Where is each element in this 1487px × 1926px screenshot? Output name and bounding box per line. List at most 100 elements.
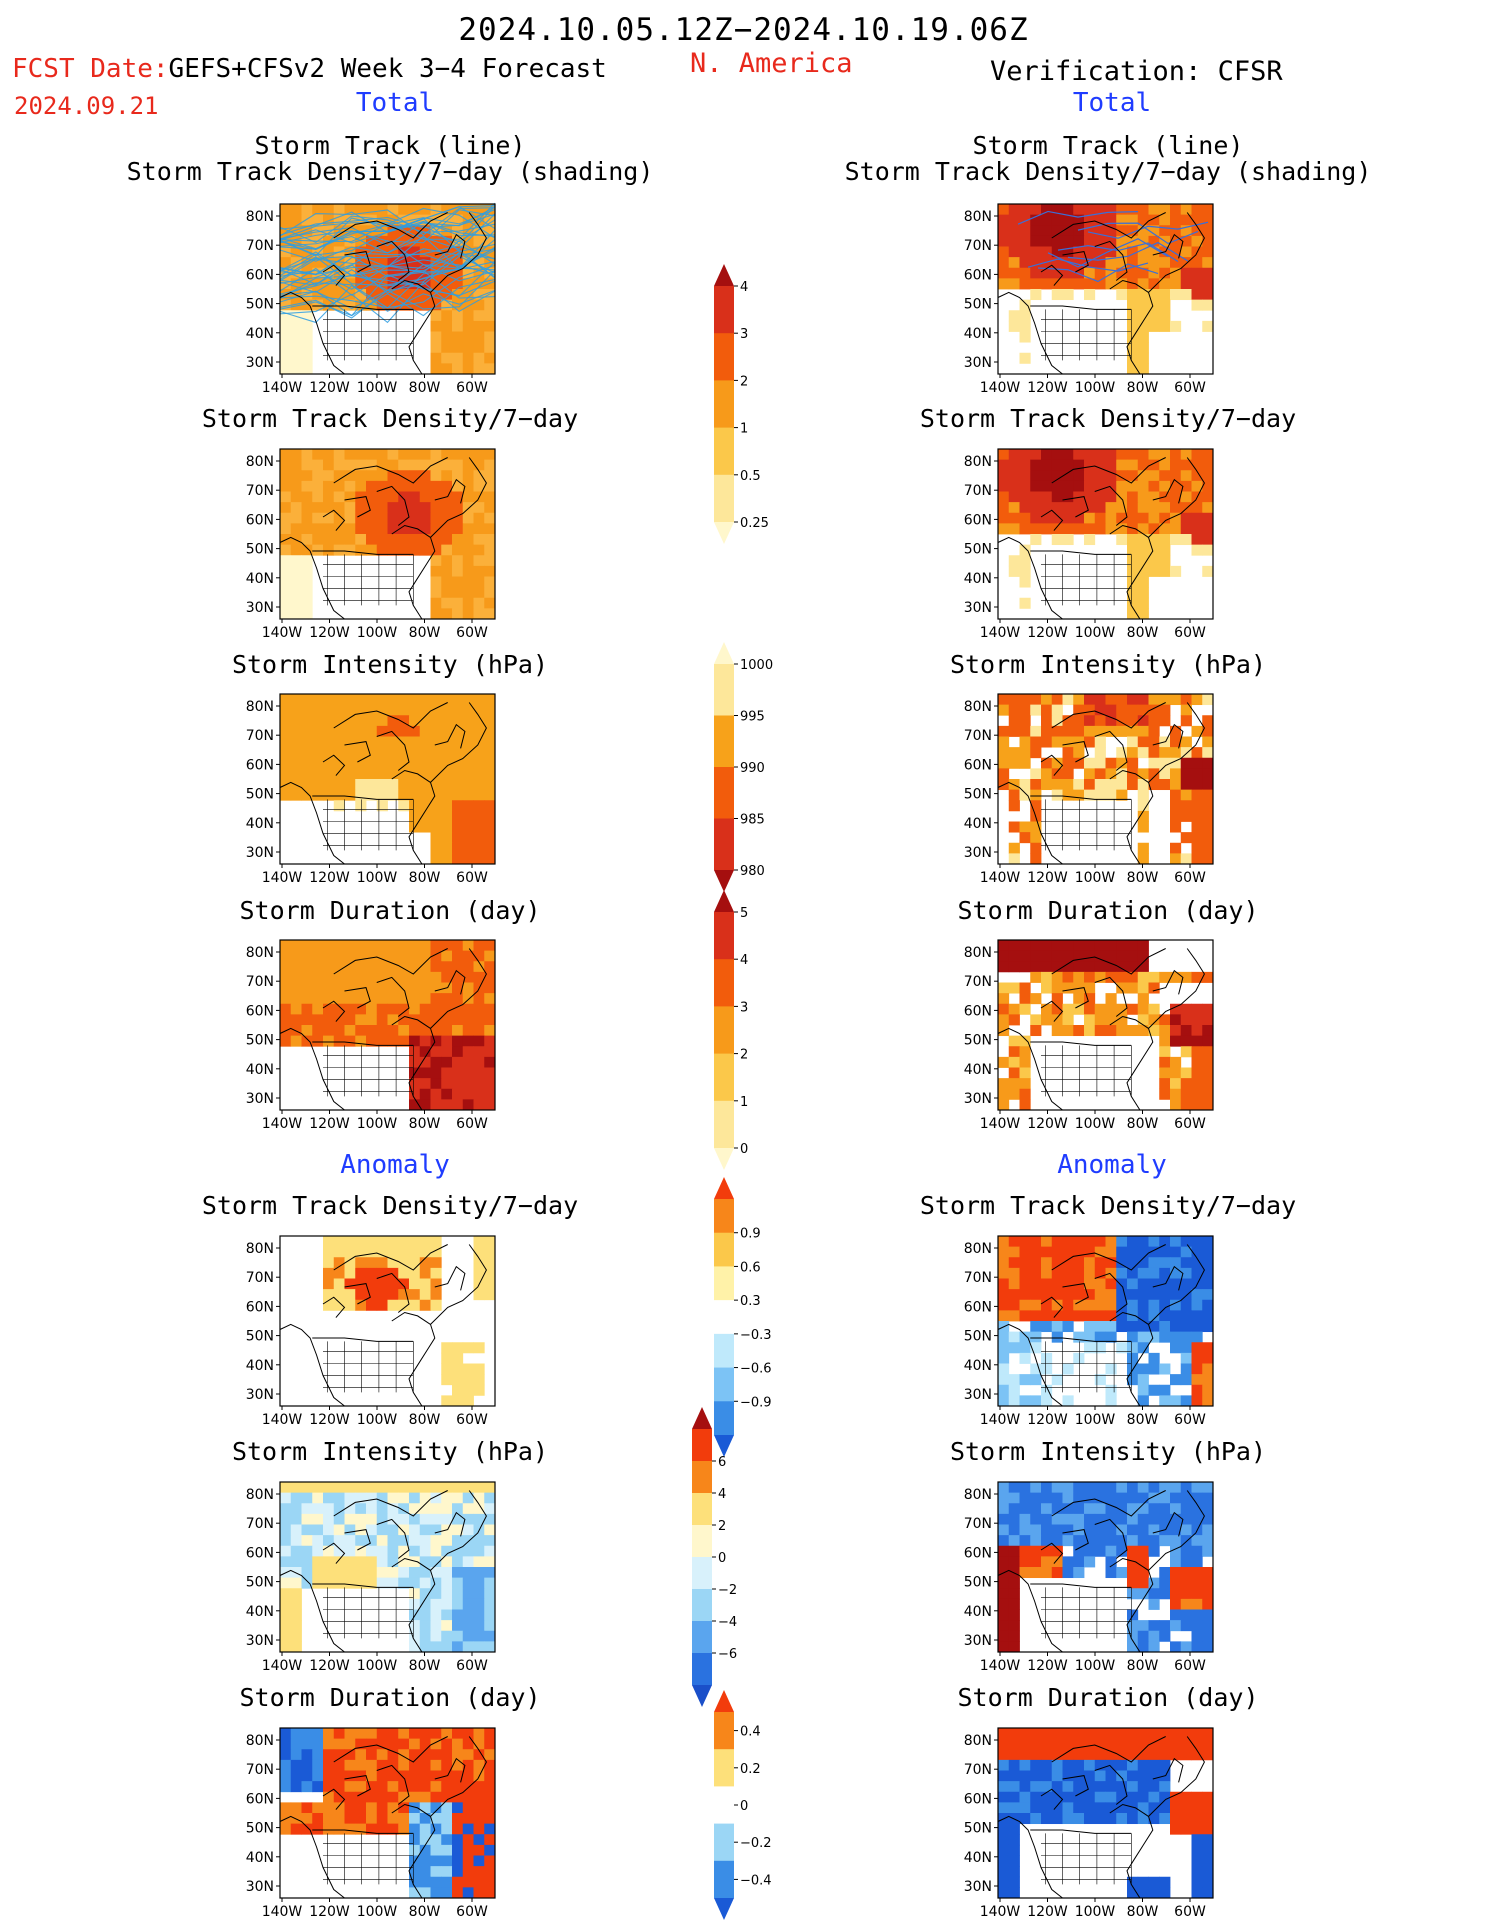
colorbar-label: 990 bbox=[740, 761, 765, 776]
title-density-left: Storm Track Density/7−day bbox=[201, 404, 579, 433]
lon-label: 100W bbox=[357, 380, 398, 396]
lon-label: 120W bbox=[309, 1904, 350, 1920]
lat-label: 40N bbox=[964, 1850, 992, 1866]
lat-label: 80N bbox=[964, 1241, 992, 1257]
lon-label: 120W bbox=[1027, 625, 1068, 641]
colorbar-label: 1000 bbox=[740, 658, 773, 673]
title-intensity-left: Storm Intensity (hPa) bbox=[231, 650, 549, 679]
colorbar-label: −0.3 bbox=[740, 1328, 772, 1343]
lat-label: 40N bbox=[246, 816, 274, 832]
lat-label: 50N bbox=[964, 1033, 992, 1049]
lat-label: 50N bbox=[246, 542, 274, 558]
colorbar-label: −0.9 bbox=[740, 1395, 772, 1410]
section-anomaly-right: Anomaly bbox=[1057, 1150, 1167, 1180]
lon-label: 140W bbox=[980, 1658, 1021, 1674]
lat-label: 60N bbox=[964, 267, 992, 283]
lon-label: 100W bbox=[1075, 1904, 1116, 1920]
lat-label: 80N bbox=[964, 1733, 992, 1749]
fcst-model: GEFS+CFSv2 Week 3−4 Forecast bbox=[168, 54, 607, 84]
colorbar-label: 0.25 bbox=[740, 516, 769, 531]
lat-label: 50N bbox=[964, 297, 992, 313]
lat-label: 40N bbox=[964, 816, 992, 832]
map-intensity-anom-verification: 80N 70N 60N 50N 40N 30N 140W 120W 100W 80W 60W bbox=[953, 1474, 1218, 1674]
lon-label: 80W bbox=[409, 1658, 441, 1674]
lon-label: 60W bbox=[456, 380, 488, 396]
title-duration-anom-right: Storm Duration (day) bbox=[957, 1683, 1259, 1712]
lat-label: 70N bbox=[964, 974, 992, 990]
title-duration-left: Storm Duration (day) bbox=[239, 896, 541, 925]
lon-label: 80W bbox=[1127, 1412, 1159, 1428]
colorbar-label: −6 bbox=[718, 1647, 737, 1662]
lon-label: 140W bbox=[262, 1412, 303, 1428]
lon-label: 60W bbox=[456, 870, 488, 886]
lat-label: 70N bbox=[246, 974, 274, 990]
lon-label: 120W bbox=[309, 870, 350, 886]
lat-label: 70N bbox=[246, 483, 274, 499]
lat-label: 70N bbox=[246, 728, 274, 744]
lon-label: 60W bbox=[1174, 1116, 1206, 1132]
lat-label: 80N bbox=[964, 454, 992, 470]
lon-label: 80W bbox=[1127, 870, 1159, 886]
lat-label: 80N bbox=[246, 454, 274, 470]
fcst-label: FCST Date: bbox=[12, 54, 169, 84]
title-intensity-anom-right: Storm Intensity (hPa) bbox=[949, 1437, 1267, 1466]
lat-label: 70N bbox=[964, 1270, 992, 1286]
title-intensity-right: Storm Intensity (hPa) bbox=[949, 650, 1267, 679]
lat-label: 80N bbox=[246, 699, 274, 715]
lon-label: 60W bbox=[1174, 625, 1206, 641]
lon-label: 140W bbox=[980, 625, 1021, 641]
colorbar-label: 0.2 bbox=[740, 1762, 761, 1777]
lat-label: 50N bbox=[246, 1575, 274, 1591]
lon-label: 60W bbox=[456, 1116, 488, 1132]
title-density-anom-left: Storm Track Density/7−day bbox=[201, 1191, 579, 1220]
lon-label: 140W bbox=[262, 380, 303, 396]
map-track-forecast: 80N 70N 60N 50N 40N 30N 140W 120W 100W 80W 60W bbox=[235, 196, 500, 396]
lon-label: 60W bbox=[1174, 380, 1206, 396]
colorbar-label: 3 bbox=[740, 1000, 748, 1015]
lat-label: 80N bbox=[246, 1487, 274, 1503]
title-density-anom-right: Storm Track Density/7−day bbox=[919, 1191, 1297, 1220]
lon-label: 100W bbox=[1075, 380, 1116, 396]
lon-label: 120W bbox=[309, 625, 350, 641]
lat-label: 30N bbox=[964, 600, 992, 616]
lat-label: 50N bbox=[964, 542, 992, 558]
lon-label: 140W bbox=[980, 1904, 1021, 1920]
lat-label: 60N bbox=[964, 1003, 992, 1019]
lat-label: 70N bbox=[964, 238, 992, 254]
lon-label: 100W bbox=[1075, 870, 1116, 886]
lon-label: 80W bbox=[409, 870, 441, 886]
colorbar-label: 0 bbox=[740, 1142, 748, 1157]
lon-label: 140W bbox=[980, 1412, 1021, 1428]
lat-label: 70N bbox=[246, 1516, 274, 1532]
lat-label: 30N bbox=[964, 1091, 992, 1107]
colorbar-label: −0.2 bbox=[740, 1836, 772, 1851]
colorbar-label: 5 bbox=[740, 906, 748, 921]
map-density-verification: 80N 70N 60N 50N 40N 30N 140W 120W 100W 80W 60W bbox=[953, 441, 1218, 641]
lat-label: 80N bbox=[246, 945, 274, 961]
colorbar-label: 2 bbox=[740, 374, 748, 389]
lon-label: 60W bbox=[1174, 1658, 1206, 1674]
map-duration-forecast: 80N 70N 60N 50N 40N 30N 140W 120W 100W 80W 60W bbox=[235, 932, 500, 1132]
colorbar-duration-anom: 0.4 0.2 0 −0.2 −0.4 bbox=[712, 1688, 792, 1926]
lon-label: 100W bbox=[357, 870, 398, 886]
lon-label: 60W bbox=[456, 1412, 488, 1428]
lon-label: 100W bbox=[357, 625, 398, 641]
colorbar-label: 1 bbox=[740, 1095, 748, 1110]
lat-label: 30N bbox=[246, 600, 274, 616]
title-density-right: Storm Track Density/7−day bbox=[919, 404, 1297, 433]
colorbar-label: −0.6 bbox=[740, 1362, 772, 1377]
lat-label: 40N bbox=[246, 571, 274, 587]
colorbar-label: 0.3 bbox=[740, 1294, 761, 1309]
lon-label: 80W bbox=[409, 625, 441, 641]
lon-label: 120W bbox=[1027, 1116, 1068, 1132]
lon-label: 60W bbox=[1174, 1412, 1206, 1428]
lon-label: 100W bbox=[1075, 1412, 1116, 1428]
lon-label: 120W bbox=[1027, 380, 1068, 396]
lon-label: 80W bbox=[1127, 1658, 1159, 1674]
lat-label: 70N bbox=[246, 1270, 274, 1286]
lon-label: 120W bbox=[1027, 1412, 1068, 1428]
lat-label: 80N bbox=[964, 945, 992, 961]
lat-label: 50N bbox=[964, 1821, 992, 1837]
lon-label: 80W bbox=[1127, 625, 1159, 641]
lon-label: 80W bbox=[409, 1904, 441, 1920]
